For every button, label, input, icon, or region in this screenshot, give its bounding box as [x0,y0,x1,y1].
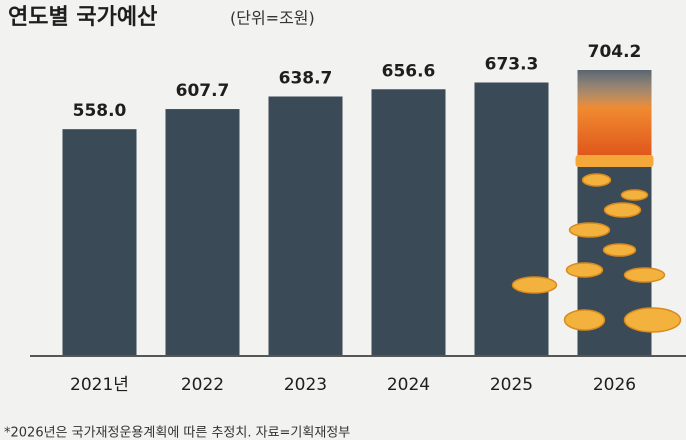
value-label: 638.7 [279,69,333,89]
footnote: *2026년은 국가재정운용계획에 따른 추정치. 자료=기획재정부 [4,426,350,440]
value-label: 607.7 [176,81,230,101]
coin [602,243,637,257]
chart-subtitle: (단위=조원) [230,9,315,28]
bar [62,129,137,355]
value-label: 558.0 [73,101,127,121]
bar [474,82,549,356]
chart-title: 연도별 국가예산 [8,5,157,30]
x-tick-label: 2026 [593,375,636,395]
bar-highlight [577,70,652,155]
x-tick-label: 2022 [181,375,224,395]
bar [165,109,240,355]
coin [620,189,649,201]
coin [623,307,682,333]
x-tick-label: 2023 [284,375,327,395]
coin [563,309,606,331]
coin [568,222,611,238]
value-label: 704.2 [588,42,642,62]
coin [603,202,642,218]
x-tick-label: 2025 [490,375,533,395]
value-label: 656.6 [382,61,436,81]
bar [371,89,446,356]
bar [268,96,343,356]
coin [511,276,558,294]
coin [565,262,604,278]
value-label: 673.3 [485,55,539,75]
coin [623,267,666,283]
x-tick-label: 2024 [387,375,430,395]
x-tick-label: 2021년 [70,375,129,395]
coin [581,173,612,187]
coin-rim [575,155,654,167]
